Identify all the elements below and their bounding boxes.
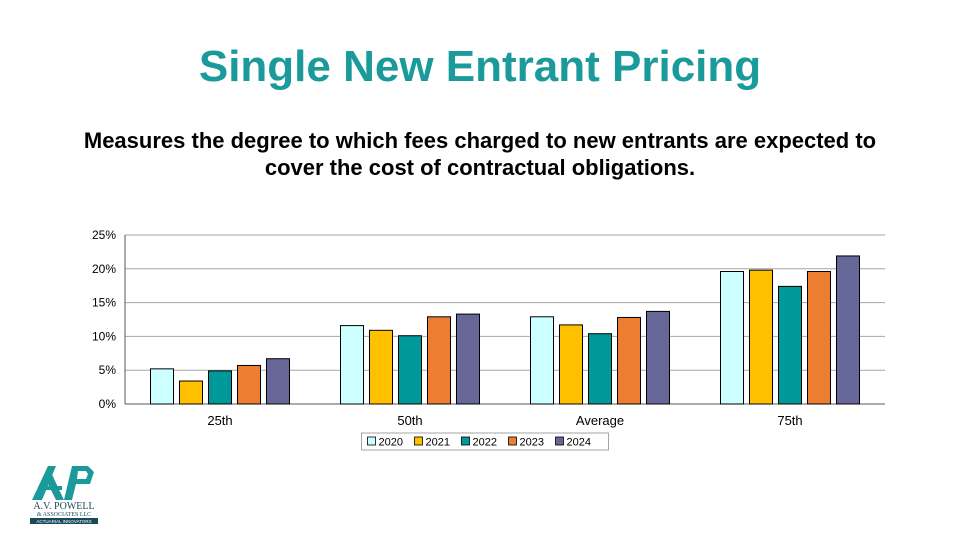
bar-2020-average [530, 316, 554, 405]
avp-logo-icon [32, 466, 94, 500]
x-tick-label: 75th [777, 413, 802, 428]
bar-2022-25th [208, 370, 232, 405]
bar-2020-50th [340, 325, 364, 405]
legend-swatch-2020 [367, 436, 376, 446]
y-tick-label: 5% [99, 363, 117, 377]
y-tick-label: 10% [92, 329, 116, 343]
logo-line-2: & ASSOCIATES LLC [37, 512, 91, 518]
bar-2020-75th [720, 271, 744, 405]
legend-label: 2021 [426, 437, 450, 449]
bar-2024-25th [266, 358, 290, 405]
bar-2022-50th [398, 335, 422, 405]
logo-line-1: A.V. POWELL [33, 501, 94, 512]
x-tick-label: Average [576, 413, 624, 428]
y-tick-label: 15% [92, 296, 116, 310]
y-tick-label: 25% [92, 228, 116, 242]
bar-2023-average [617, 316, 641, 405]
bar-2021-50th [369, 329, 393, 405]
company-logo: A.V. POWELL & ASSOCIATES LLC ACTUARIAL I… [30, 466, 98, 524]
bar-2021-75th [749, 269, 773, 405]
legend-box [361, 432, 609, 451]
legend-swatch-2021 [414, 436, 423, 446]
bar-2021-average [559, 324, 583, 405]
legend-label: 2023 [520, 437, 544, 449]
logo-line-3: ACTUARIAL INNOVATORS [36, 519, 91, 524]
legend-swatch-2022 [461, 436, 470, 446]
bar-2024-average [646, 310, 670, 405]
x-tick-label: 25th [207, 413, 232, 428]
legend-swatch-2023 [508, 436, 517, 446]
legend-label: 2024 [567, 437, 591, 449]
x-tick-label: 50th [397, 413, 422, 428]
bar-2020-25th [150, 368, 174, 405]
y-tick-label: 20% [92, 262, 116, 276]
bar-2022-75th [778, 285, 802, 405]
bar-2022-average [588, 333, 612, 405]
bar-2021-25th [179, 380, 203, 405]
y-tick-label: 0% [99, 397, 117, 411]
slide-title: Single New Entrant Pricing [198, 42, 762, 91]
bar-2023-25th [237, 364, 261, 405]
bar-2023-50th [427, 316, 451, 405]
legend-label: 2020 [379, 437, 403, 449]
slide-subtitle: Measures the degree to which fees charge… [83, 128, 877, 180]
bar-2024-50th [456, 313, 480, 405]
legend-swatch-2024 [555, 436, 564, 446]
bar-2023-75th [807, 271, 831, 405]
bar-2024-75th [836, 255, 860, 405]
legend-label: 2022 [473, 437, 497, 449]
